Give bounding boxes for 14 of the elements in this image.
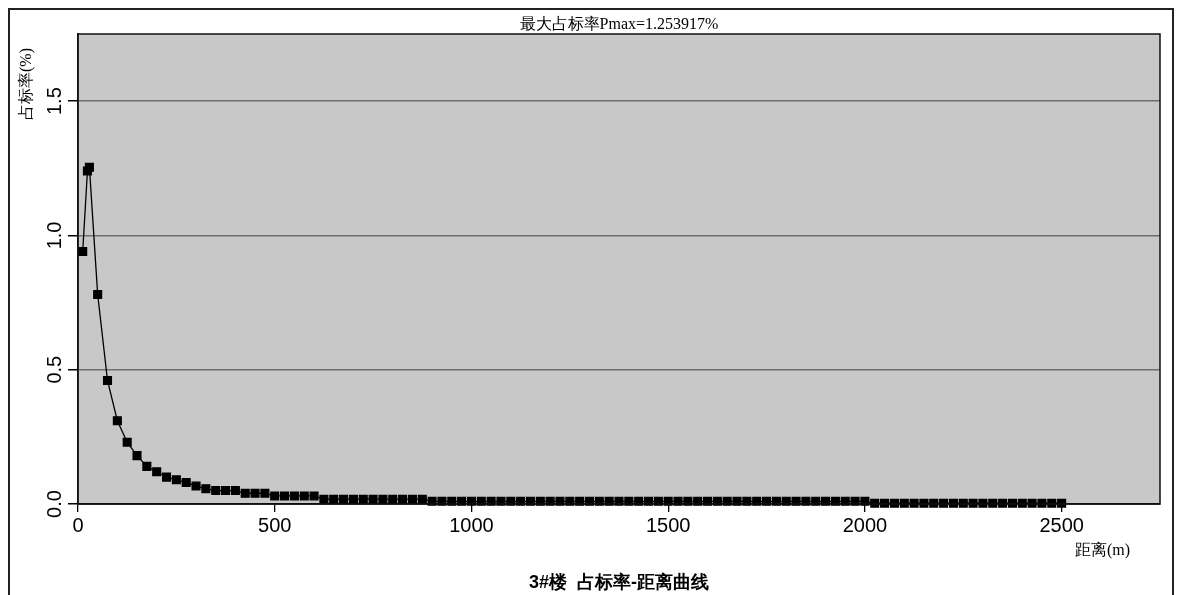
x-axis-title: 距离(m) [1074,541,1130,560]
x-tick-label: 500 [258,513,292,536]
y-tick-label: 0.0 [42,490,65,518]
x-tick-label: 2000 [842,513,888,536]
chart-subtitle: 最大占标率Pmax=1.253917% [519,15,719,33]
y-axis-title: 占标率(%) [17,48,36,120]
x-tick-label: 1000 [449,513,494,536]
y-tick-label: 1.0 [42,221,65,250]
y-tick-label: 1.5 [42,87,65,116]
y-tick-label: 0.5 [42,355,65,384]
x-tick-label: 1500 [645,513,691,536]
x-tick-label: 2500 [1039,513,1084,536]
x-tick-label: 0 [72,513,84,536]
text: 3#楼 占标率-距离曲线 [528,572,710,592]
